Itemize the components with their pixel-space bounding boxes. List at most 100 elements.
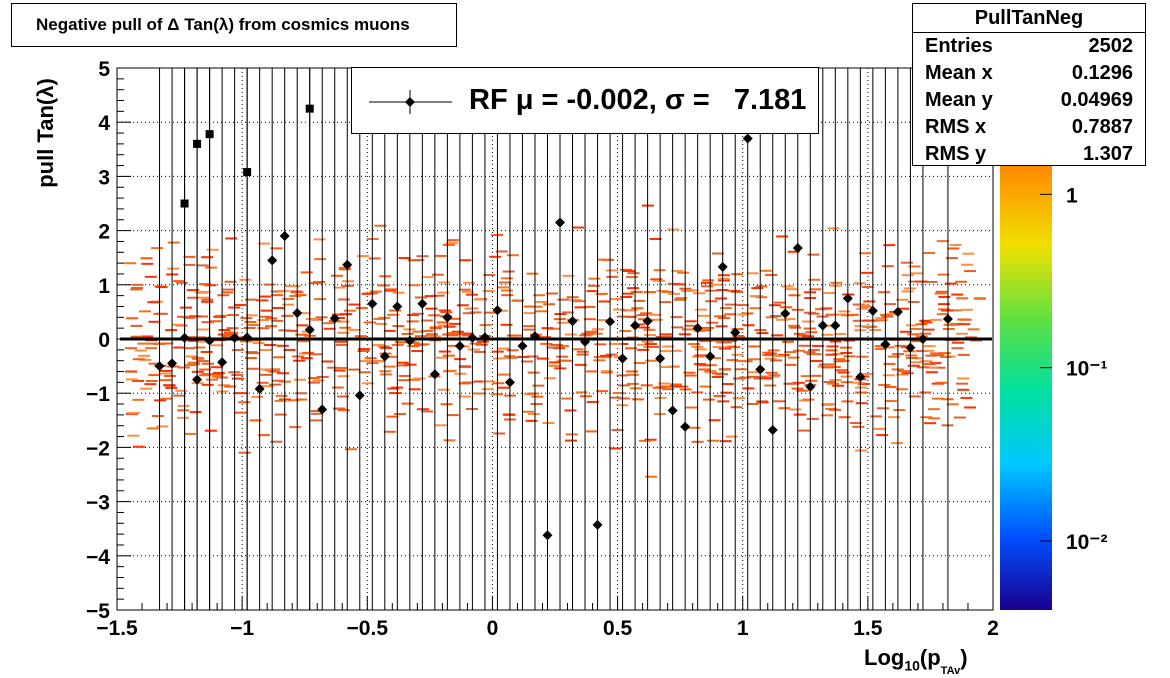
histogram-cell	[437, 291, 450, 294]
histogram-cell	[183, 255, 196, 258]
histogram-cell	[185, 355, 198, 358]
histogram-cell	[699, 340, 712, 343]
histogram-cell	[238, 451, 251, 454]
histogram-cell	[251, 395, 264, 398]
histogram-cell	[375, 322, 388, 325]
histogram-cell	[619, 268, 632, 271]
histogram-cell	[131, 283, 144, 286]
histogram-cell	[396, 361, 409, 364]
histogram-cell	[718, 347, 731, 350]
histogram-cell	[669, 349, 682, 352]
histogram-cell	[888, 416, 901, 419]
histogram-cell	[137, 342, 150, 345]
histogram-cell	[973, 297, 986, 300]
histogram-cell	[937, 273, 950, 276]
histogram-cell	[731, 353, 744, 356]
histogram-cell	[945, 257, 958, 260]
histogram-cell	[276, 344, 289, 347]
histogram-cell	[274, 413, 287, 416]
histogram-cell	[201, 362, 214, 365]
histogram-cell	[277, 289, 290, 292]
histogram-cell	[742, 324, 755, 327]
histogram-cell	[497, 347, 510, 350]
stats-value: 0.7887	[1071, 116, 1133, 138]
histogram-cell	[919, 391, 932, 394]
histogram-cell	[383, 329, 396, 332]
histogram-cell	[259, 315, 272, 318]
histogram-cell	[526, 355, 539, 358]
histogram-cell	[407, 345, 420, 348]
histogram-cell	[481, 388, 494, 391]
histogram-cell	[482, 380, 495, 383]
histogram-cell	[380, 373, 393, 376]
histogram-cell	[339, 313, 352, 316]
histogram-cell	[321, 360, 334, 363]
histogram-cell	[521, 410, 534, 413]
histogram-cell	[333, 407, 346, 410]
histogram-cell	[637, 348, 650, 351]
profile-point	[642, 316, 653, 327]
histogram-cell	[258, 434, 271, 437]
histogram-cell	[173, 280, 186, 283]
histogram-cell	[898, 370, 911, 373]
histogram-cell	[459, 259, 472, 262]
histogram-cell	[721, 383, 734, 386]
histogram-cell	[943, 323, 956, 326]
histogram-cell	[271, 319, 284, 322]
histogram-cell	[295, 392, 308, 395]
histogram-cell	[165, 386, 178, 389]
profile-point	[467, 332, 478, 343]
histogram-cell	[832, 352, 845, 355]
histogram-cell	[489, 255, 502, 258]
histogram-cell	[448, 317, 461, 320]
histogram-cell	[164, 374, 177, 377]
histogram-cell	[649, 238, 662, 241]
x-axis-label-main: Log	[864, 645, 905, 670]
histogram-cell	[259, 373, 272, 376]
histogram-cell	[718, 368, 731, 371]
histogram-cell	[574, 363, 587, 366]
histogram-cell	[510, 334, 523, 337]
histogram-cell	[735, 359, 748, 362]
histogram-cell	[869, 328, 882, 331]
histogram-cell	[821, 333, 834, 336]
histogram-cell	[644, 334, 657, 337]
histogram-cell	[277, 372, 290, 375]
histogram-cell	[189, 315, 202, 318]
histogram-cell	[343, 309, 356, 312]
histogram-cell	[495, 250, 508, 253]
histogram-cell	[572, 300, 585, 303]
histogram-cell	[794, 413, 807, 416]
histogram-cell	[927, 408, 940, 411]
profile-point	[254, 383, 265, 394]
histogram-cell	[531, 395, 544, 398]
histogram-cell	[163, 384, 176, 387]
histogram-cell	[713, 395, 726, 398]
profile-point	[167, 358, 178, 369]
histogram-cell	[333, 369, 346, 372]
histogram-cell	[650, 278, 663, 281]
histogram-cell	[443, 439, 456, 442]
histogram-cell	[712, 346, 725, 349]
histogram-cell	[245, 298, 258, 301]
histogram-cell	[201, 256, 214, 259]
histogram-cell	[310, 410, 323, 413]
histogram-cell	[465, 293, 478, 296]
histogram-cell	[894, 344, 907, 347]
histogram-cell	[669, 383, 682, 386]
histogram-cell	[627, 272, 640, 275]
histogram-cell	[929, 352, 942, 355]
histogram-cell	[733, 377, 746, 380]
histogram-cell	[313, 280, 326, 283]
histogram-cell	[204, 284, 217, 287]
histogram-cell	[295, 398, 308, 401]
histogram-cell	[387, 313, 400, 316]
histogram-cell	[702, 279, 715, 282]
profile-point	[154, 361, 165, 372]
histogram-cell	[672, 283, 685, 286]
histogram-cell	[357, 350, 370, 353]
histogram-cell	[383, 365, 396, 368]
histogram-cell	[883, 362, 896, 365]
histogram-cell	[473, 350, 486, 353]
histogram-cell	[640, 384, 653, 387]
